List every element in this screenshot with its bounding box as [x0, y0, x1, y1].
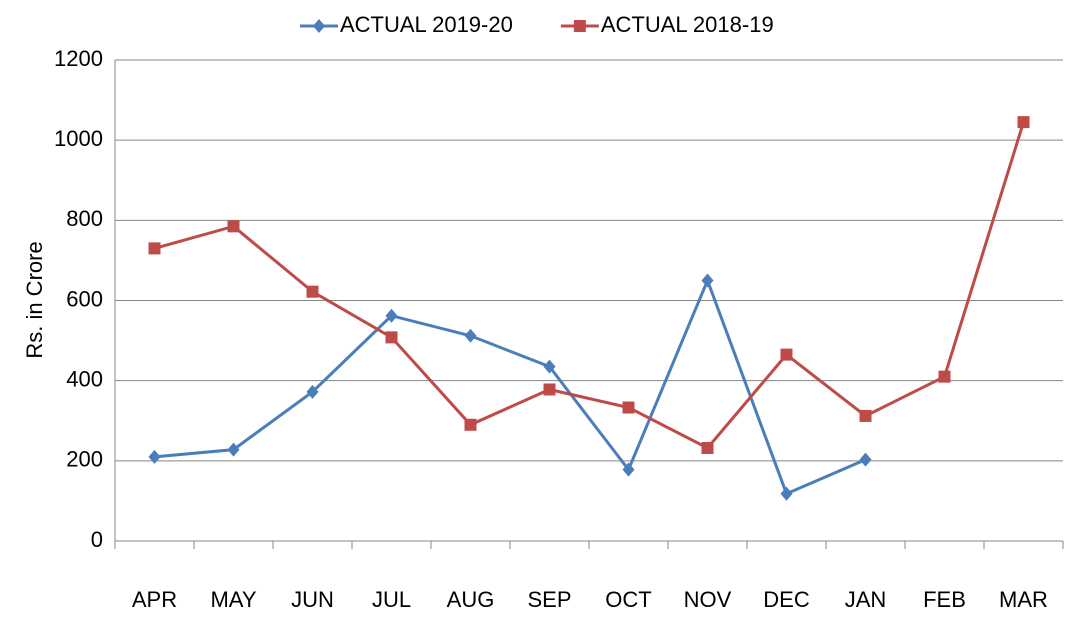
marker [1017, 116, 1030, 129]
marker [148, 242, 161, 255]
marker [227, 220, 240, 233]
marker [306, 285, 319, 298]
marker [780, 486, 793, 501]
marker [938, 370, 951, 383]
x-tick-label: FEB [923, 587, 966, 612]
y-tick-label: 600 [66, 286, 103, 311]
marker [701, 273, 714, 288]
x-tick-label: JUN [291, 587, 334, 612]
marker [148, 449, 161, 464]
y-tick-label: 0 [91, 527, 103, 552]
legend-label: ACTUAL 2018-19 [601, 12, 774, 37]
x-tick-label: JUL [372, 587, 411, 612]
marker [543, 383, 556, 396]
y-tick-label: 1000 [54, 126, 103, 151]
series-line [154, 276, 867, 496]
marker [622, 462, 635, 477]
x-tick-label: MAR [999, 587, 1048, 612]
marker [227, 442, 240, 457]
y-tick-label: 1200 [54, 46, 103, 71]
x-tick-label: MAY [210, 587, 256, 612]
x-tick-label: APR [132, 587, 177, 612]
x-tick-label: AUG [447, 587, 495, 612]
marker [573, 20, 586, 32]
x-tick-label: OCT [605, 587, 651, 612]
marker [859, 452, 872, 467]
marker [780, 348, 793, 361]
x-tick-label: JAN [845, 587, 887, 612]
marker [701, 442, 714, 455]
x-tick-label: SEP [527, 587, 571, 612]
marker [543, 359, 556, 374]
marker [859, 409, 872, 422]
marker [313, 19, 325, 33]
marker [306, 384, 319, 399]
x-tick-label: DEC [763, 587, 810, 612]
y-tick-label: 200 [66, 447, 103, 472]
marker [385, 308, 398, 323]
marker [622, 401, 635, 414]
marker [464, 328, 477, 343]
marker [385, 331, 398, 344]
y-axis-label: Rs. in Crore [22, 241, 47, 358]
y-tick-label: 800 [66, 206, 103, 231]
series-line [154, 121, 1025, 450]
marker [464, 418, 477, 431]
x-tick-label: NOV [684, 587, 732, 612]
y-tick-label: 400 [66, 366, 103, 391]
legend-label: ACTUAL 2019-20 [340, 12, 513, 37]
